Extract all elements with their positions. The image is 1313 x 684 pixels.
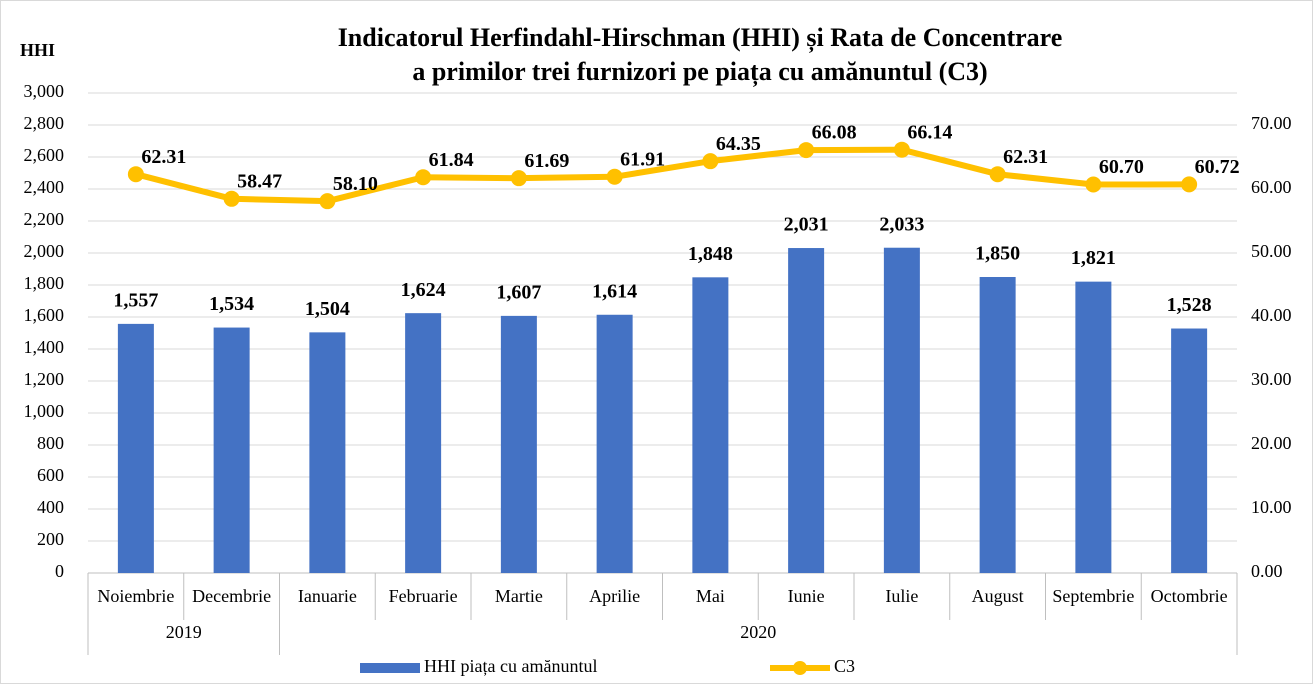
y2-tick-label: 0.00: [1251, 561, 1283, 581]
y-tick-label: 400: [37, 497, 64, 517]
bar-value-label: 1,614: [592, 280, 637, 302]
bar-value-label: 2,033: [879, 213, 924, 235]
y-tick-label: 600: [37, 465, 64, 485]
line-value-label: 62.31: [1003, 146, 1048, 168]
line-marker: [606, 168, 623, 185]
bar: [1075, 281, 1112, 573]
x-tick-label: Februarie: [389, 586, 458, 606]
x-tick-label: Martie: [495, 586, 543, 606]
y-tick-label: 1,400: [24, 337, 65, 357]
x-tick-label: Noiembrie: [97, 586, 174, 606]
y2-tick-label: 60.00: [1251, 177, 1292, 197]
y-tick-label: 2,800: [24, 113, 65, 133]
y2-tick-label: 20.00: [1251, 433, 1292, 453]
y-tick-label: 2,400: [24, 177, 65, 197]
legend-swatch: [793, 661, 807, 675]
line-marker: [510, 170, 527, 187]
bar-value-label: 2,031: [784, 214, 829, 236]
y-tick-label: 1,800: [24, 273, 65, 293]
line-value-label: 66.08: [812, 122, 857, 144]
y-tick-label: 2,200: [24, 209, 65, 229]
bar-value-label: 1,607: [496, 281, 541, 303]
bar-value-label: 1,624: [401, 279, 446, 301]
y2-tick-label: 10.00: [1251, 497, 1292, 517]
line-marker: [702, 153, 719, 170]
y2-tick-label: 40.00: [1251, 305, 1292, 325]
bar: [117, 323, 154, 573]
x-tick-label: Iulie: [885, 586, 918, 606]
legend-label: C3: [834, 656, 855, 676]
bar: [692, 277, 729, 573]
y-tick-label: 1,000: [24, 401, 65, 421]
x-tick-label: Iunie: [788, 586, 825, 606]
line-value-label: 66.14: [907, 121, 952, 143]
y-axis-label: HHI: [20, 40, 55, 60]
y-tick-label: 800: [37, 433, 64, 453]
y-tick-label: 0: [55, 561, 64, 581]
bar: [405, 313, 442, 573]
line-marker: [1085, 176, 1102, 193]
line-marker: [798, 142, 815, 159]
bar-value-label: 1,557: [113, 289, 158, 311]
bar-value-label: 1,528: [1167, 294, 1212, 316]
bar: [596, 314, 633, 573]
legend-label: HHI piața cu amănuntul: [424, 656, 597, 676]
bar-value-label: 1,534: [209, 293, 254, 315]
line-marker: [1181, 176, 1198, 193]
line-marker: [223, 190, 240, 207]
bar: [1171, 328, 1208, 573]
line-marker: [893, 141, 910, 158]
y-tick-label: 1,600: [24, 305, 65, 325]
line: [135, 146, 1190, 205]
y-tick-label: 1,200: [24, 369, 65, 389]
legend-swatch: [360, 663, 420, 673]
y-tick-label: 200: [37, 529, 64, 549]
y2-tick-label: 30.00: [1251, 369, 1292, 389]
y-tick-label: 2,600: [24, 145, 65, 165]
line-value-label: 61.84: [429, 149, 474, 171]
line-value-label: 58.10: [333, 173, 378, 195]
y2-tick-label: 50.00: [1251, 241, 1292, 261]
group-label: 2020: [740, 622, 776, 642]
bar-value-label: 1,504: [305, 298, 350, 320]
line-value-label: 60.72: [1195, 156, 1240, 178]
x-tick-label: Mai: [696, 586, 725, 606]
group-label: 2019: [166, 622, 202, 642]
line-value-label: 64.35: [716, 133, 761, 155]
line-marker: [989, 166, 1006, 183]
line-value-label: 62.31: [141, 146, 186, 168]
bar-value-label: 1,850: [975, 243, 1020, 265]
line-value-label: 61.91: [620, 148, 665, 170]
bar: [500, 315, 537, 573]
x-tick-label: Decembrie: [192, 586, 271, 606]
bar: [309, 332, 346, 573]
line-marker: [415, 169, 432, 186]
chart-title: Indicatorul Herfindahl-Hirschman (HHI) ș…: [338, 23, 1063, 53]
bar: [979, 277, 1016, 573]
x-tick-label: August: [972, 586, 1024, 606]
bar-value-label: 1,848: [688, 243, 733, 265]
x-tick-label: Septembrie: [1052, 586, 1134, 606]
chart-title: a primilor trei furnizori pe piața cu am…: [412, 57, 987, 87]
y-tick-label: 2,000: [24, 241, 65, 261]
x-tick-label: Aprilie: [589, 586, 640, 606]
y2-tick-label: 70.00: [1251, 113, 1292, 133]
line-value-label: 61.69: [524, 150, 569, 172]
line-marker: [127, 166, 144, 183]
line-value-label: 60.70: [1099, 156, 1144, 178]
bar: [213, 327, 250, 573]
line-value-label: 58.47: [237, 170, 282, 192]
x-tick-label: Ianuarie: [298, 586, 357, 606]
x-tick-label: Octombrie: [1151, 586, 1228, 606]
y-tick-label: 3,000: [24, 81, 65, 101]
line-marker: [319, 193, 336, 210]
bar: [788, 248, 825, 574]
bar: [883, 247, 920, 573]
bar-value-label: 1,821: [1071, 247, 1116, 269]
